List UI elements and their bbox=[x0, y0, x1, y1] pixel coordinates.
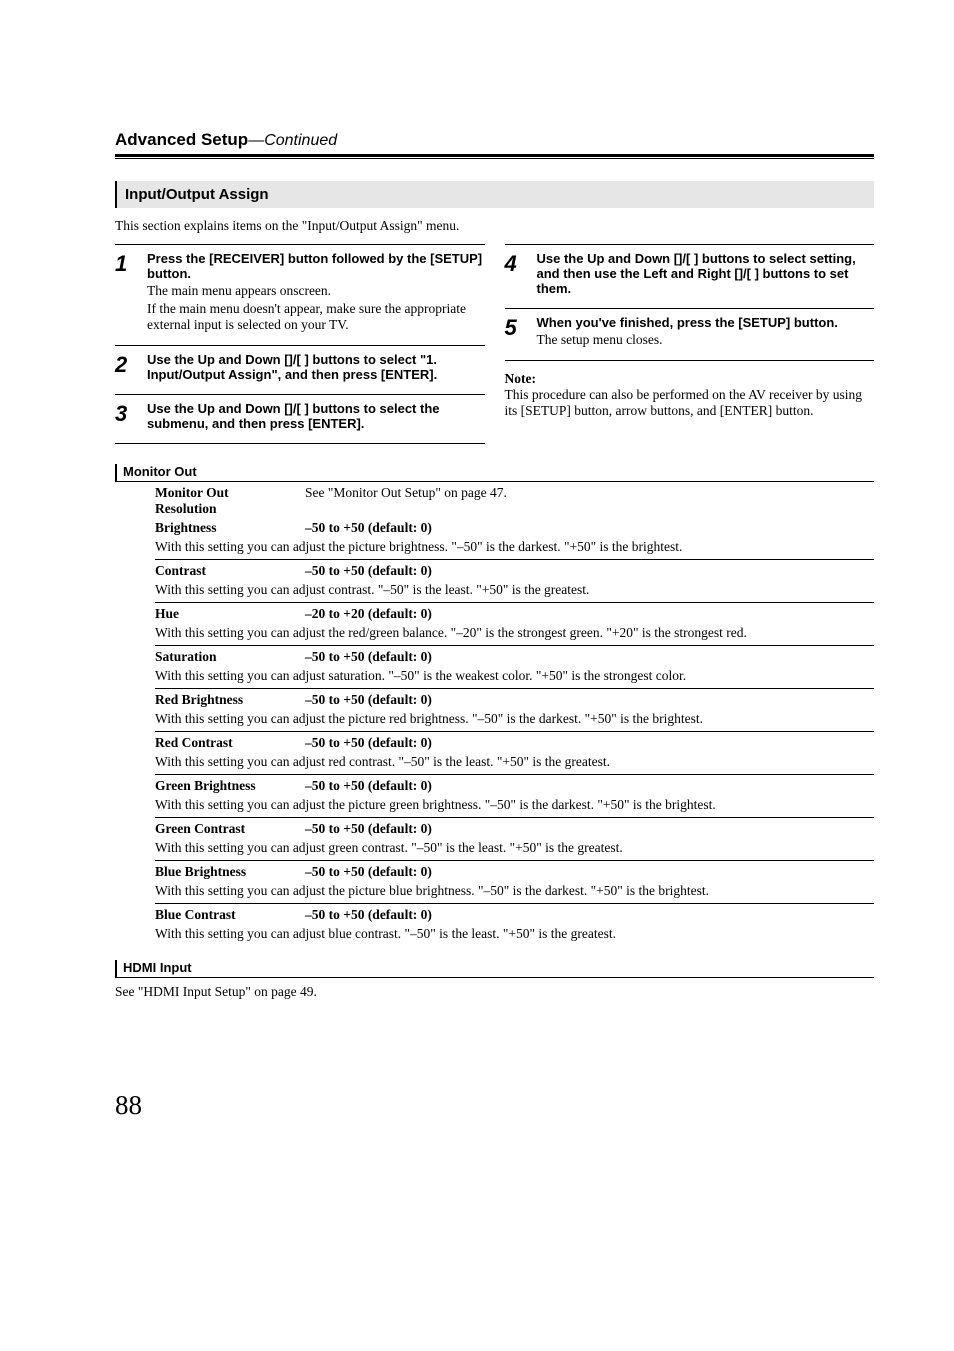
step-heading: When you've finished, press the [SETUP] … bbox=[537, 315, 875, 330]
step-heading: Use the Up and Down []/[ ] buttons to se… bbox=[147, 401, 485, 431]
setting-row: Blue Contrast–50 to +50 (default: 0) bbox=[155, 903, 874, 923]
setting-value: –50 to +50 (default: 0) bbox=[305, 821, 874, 837]
step-text: The main menu appears onscreen. bbox=[147, 283, 485, 299]
step-body: Use the Up and Down []/[ ] buttons to se… bbox=[537, 251, 875, 296]
setting-description: With this setting you can adjust saturat… bbox=[155, 665, 874, 688]
setting-value: –50 to +50 (default: 0) bbox=[305, 692, 874, 708]
setting-label: Blue Brightness bbox=[155, 864, 305, 880]
setting-description: With this setting you can adjust contras… bbox=[155, 579, 874, 602]
step-body: Press the [RECEIVER] button followed by … bbox=[147, 251, 485, 333]
setting-row: Red Contrast–50 to +50 (default: 0) bbox=[155, 731, 874, 751]
setting-description: With this setting you can adjust red con… bbox=[155, 751, 874, 774]
note-block: Note: This procedure can also be perform… bbox=[505, 371, 875, 419]
setting-label: Contrast bbox=[155, 563, 305, 579]
setting-label: Blue Contrast bbox=[155, 907, 305, 923]
setting-label: Red Contrast bbox=[155, 735, 305, 751]
setting-description: With this setting you can adjust green c… bbox=[155, 837, 874, 860]
setting-row: Green Contrast–50 to +50 (default: 0) bbox=[155, 817, 874, 837]
monitor-out-block: Monitor Out Monitor Out Resolution See "… bbox=[115, 464, 874, 946]
setting-description: With this setting you can adjust blue co… bbox=[155, 923, 874, 946]
setting-row: Brightness–50 to +50 (default: 0) bbox=[155, 517, 874, 536]
step-heading: Press the [RECEIVER] button followed by … bbox=[147, 251, 485, 281]
monitor-out-settings: Monitor Out Resolution See "Monitor Out … bbox=[155, 482, 874, 946]
setting-row: Hue–20 to +20 (default: 0) bbox=[155, 602, 874, 622]
step-heading: Use the Up and Down []/[ ] buttons to se… bbox=[147, 352, 485, 382]
step: 1Press the [RECEIVER] button followed by… bbox=[115, 244, 485, 345]
setting-label: Brightness bbox=[155, 520, 305, 536]
setting-value: –50 to +50 (default: 0) bbox=[305, 520, 874, 536]
setting-label: Green Contrast bbox=[155, 821, 305, 837]
right-column: 4Use the Up and Down []/[ ] buttons to s… bbox=[505, 244, 875, 444]
step-heading: Use the Up and Down []/[ ] buttons to se… bbox=[537, 251, 875, 296]
step: 2Use the Up and Down []/[ ] buttons to s… bbox=[115, 345, 485, 394]
setting-row: Blue Brightness–50 to +50 (default: 0) bbox=[155, 860, 874, 880]
step-number: 3 bbox=[115, 401, 147, 431]
page: Advanced Setup—Continued Input/Output As… bbox=[0, 0, 954, 1121]
setting-value: –20 to +20 (default: 0) bbox=[305, 606, 874, 622]
setting-value: –50 to +50 (default: 0) bbox=[305, 563, 874, 579]
step-body: Use the Up and Down []/[ ] buttons to se… bbox=[147, 401, 485, 431]
setting-description: With this setting you can adjust the red… bbox=[155, 622, 874, 645]
step-body: Use the Up and Down []/[ ] buttons to se… bbox=[147, 352, 485, 382]
step-number: 1 bbox=[115, 251, 147, 333]
step: 3Use the Up and Down []/[ ] buttons to s… bbox=[115, 394, 485, 444]
setting-label: Hue bbox=[155, 606, 305, 622]
setting-description: With this setting you can adjust the pic… bbox=[155, 536, 874, 559]
step: 4Use the Up and Down []/[ ] buttons to s… bbox=[505, 244, 875, 308]
setting-description: With this setting you can adjust the pic… bbox=[155, 880, 874, 903]
step-body: When you've finished, press the [SETUP] … bbox=[537, 315, 875, 348]
setting-description: With this setting you can adjust the pic… bbox=[155, 794, 874, 817]
setting-label: Monitor Out Resolution bbox=[155, 485, 305, 517]
setting-row: Saturation–50 to +50 (default: 0) bbox=[155, 645, 874, 665]
setting-value: –50 to +50 (default: 0) bbox=[305, 735, 874, 751]
step-number: 5 bbox=[505, 315, 537, 348]
setting-value: –50 to +50 (default: 0) bbox=[305, 778, 874, 794]
setting-row: Contrast–50 to +50 (default: 0) bbox=[155, 559, 874, 579]
note-body: This procedure can also be performed on … bbox=[505, 387, 863, 418]
setting-row: Green Brightness–50 to +50 (default: 0) bbox=[155, 774, 874, 794]
page-number: 88 bbox=[115, 1090, 874, 1121]
chapter-title: Advanced Setup—Continued bbox=[115, 130, 874, 157]
setting-label: Green Brightness bbox=[155, 778, 305, 794]
step: 5When you've finished, press the [SETUP]… bbox=[505, 308, 875, 361]
step-text: If the main menu doesn't appear, make su… bbox=[147, 301, 485, 333]
setting-label: Saturation bbox=[155, 649, 305, 665]
setting-label: Red Brightness bbox=[155, 692, 305, 708]
step-number: 2 bbox=[115, 352, 147, 382]
setting-value: See "Monitor Out Setup" on page 47. bbox=[305, 485, 874, 517]
chapter-continued: —Continued bbox=[248, 132, 337, 149]
hdmi-text: See "HDMI Input Setup" on page 49. bbox=[115, 984, 874, 1000]
note-label: Note: bbox=[505, 371, 536, 386]
setting-row: Red Brightness–50 to +50 (default: 0) bbox=[155, 688, 874, 708]
chapter-rule bbox=[115, 158, 874, 159]
setting-value: –50 to +50 (default: 0) bbox=[305, 864, 874, 880]
setting-row: Monitor Out Resolution See "Monitor Out … bbox=[155, 482, 874, 517]
chapter-title-text: Advanced Setup bbox=[115, 130, 248, 149]
left-column: 1Press the [RECEIVER] button followed by… bbox=[115, 244, 485, 444]
monitor-out-heading: Monitor Out bbox=[115, 464, 874, 482]
setting-value: –50 to +50 (default: 0) bbox=[305, 649, 874, 665]
setting-value: –50 to +50 (default: 0) bbox=[305, 907, 874, 923]
step-text: The setup menu closes. bbox=[537, 332, 875, 348]
hdmi-heading: HDMI Input bbox=[115, 960, 874, 978]
setting-description: With this setting you can adjust the pic… bbox=[155, 708, 874, 731]
section-intro: This section explains items on the "Inpu… bbox=[115, 218, 874, 234]
section-title: Input/Output Assign bbox=[115, 181, 874, 208]
step-number: 4 bbox=[505, 251, 537, 296]
steps-columns: 1Press the [RECEIVER] button followed by… bbox=[115, 244, 874, 444]
hdmi-block: HDMI Input See "HDMI Input Setup" on pag… bbox=[115, 960, 874, 1000]
